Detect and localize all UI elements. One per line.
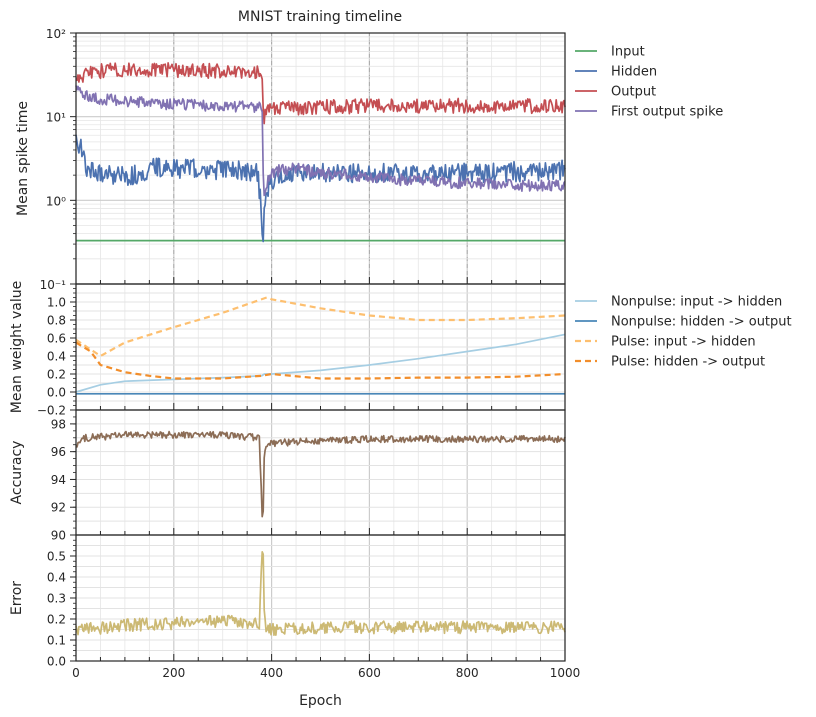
y-tick-label: 0.0 (47, 655, 66, 669)
y-tick-label: 0.8 (47, 314, 66, 328)
y-tick-label: 0.5 (47, 550, 66, 564)
x-tick-label: 200 (162, 666, 185, 680)
y-tick-label: 0.3 (47, 592, 66, 606)
legend-label: Pulse: hidden -> output (611, 355, 765, 370)
y-tick-label: 10⁻¹ (40, 278, 67, 292)
y-tick-label: 92 (51, 501, 66, 515)
panel-2 (70, 283, 597, 411)
y-tick-label: 0.4 (47, 350, 66, 364)
y-tick-label: 10¹ (46, 111, 66, 125)
x-tick-label: 600 (358, 666, 381, 680)
y-axis-label: Mean spike time (15, 101, 31, 216)
y-tick-label: 0.2 (47, 613, 66, 627)
y-tick-label: 10⁰ (46, 194, 66, 208)
y-tick-label: 0.4 (47, 571, 66, 585)
legend-label: Pulse: input -> hidden (611, 335, 756, 350)
y-axis-label: Accuracy (9, 441, 25, 505)
series-line-first-output-spike (75, 85, 566, 197)
y-tick-label: 90 (51, 529, 66, 543)
y-tick-label: −0.2 (37, 404, 66, 418)
series-line-output (75, 62, 566, 125)
series-line-panel-3 (75, 430, 566, 518)
y-tick-label: 0.1 (47, 634, 66, 648)
x-tick-label: 400 (260, 666, 283, 680)
y-tick-label: 0.6 (47, 332, 66, 346)
series-line-pulse-input-hidden (75, 296, 566, 358)
y-tick-label: 94 (51, 473, 66, 487)
series-line-pulse-hidden-output (75, 341, 566, 380)
legend-label: Nonpulse: hidden -> output (611, 315, 792, 330)
y-axis-label: Mean weight value (9, 281, 25, 414)
y-tick-label: 96 (51, 445, 66, 459)
x-tick-label: 800 (456, 666, 479, 680)
y-tick-label: 0.0 (47, 386, 66, 400)
series-line-panel-4 (75, 551, 566, 637)
legend-label: Hidden (611, 65, 657, 80)
legend-label: Output (611, 85, 656, 100)
y-tick-label: 1.0 (47, 296, 66, 310)
x-axis-label: Epoch (299, 693, 342, 709)
panel-1 (70, 32, 597, 285)
y-tick-label: 10² (46, 27, 66, 41)
panel-4 (70, 534, 566, 662)
chart-title: MNIST training timeline (238, 9, 402, 25)
y-tick-label: 98 (51, 417, 66, 431)
y-tick-label: 0.2 (47, 368, 66, 382)
x-tick-label: 1000 (550, 666, 581, 680)
legend-label: First output spike (611, 105, 723, 120)
y-axis-label: Error (9, 581, 25, 615)
legend-label: Nonpulse: input -> hidden (611, 295, 782, 310)
x-tick-label: 0 (72, 666, 80, 680)
legend-label: Input (611, 45, 645, 60)
panel-3 (70, 409, 566, 536)
